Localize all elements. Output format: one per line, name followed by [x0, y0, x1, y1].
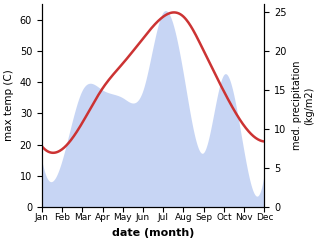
Y-axis label: med. precipitation
(kg/m2): med. precipitation (kg/m2)	[292, 61, 314, 150]
Y-axis label: max temp (C): max temp (C)	[4, 70, 14, 142]
X-axis label: date (month): date (month)	[112, 228, 194, 238]
